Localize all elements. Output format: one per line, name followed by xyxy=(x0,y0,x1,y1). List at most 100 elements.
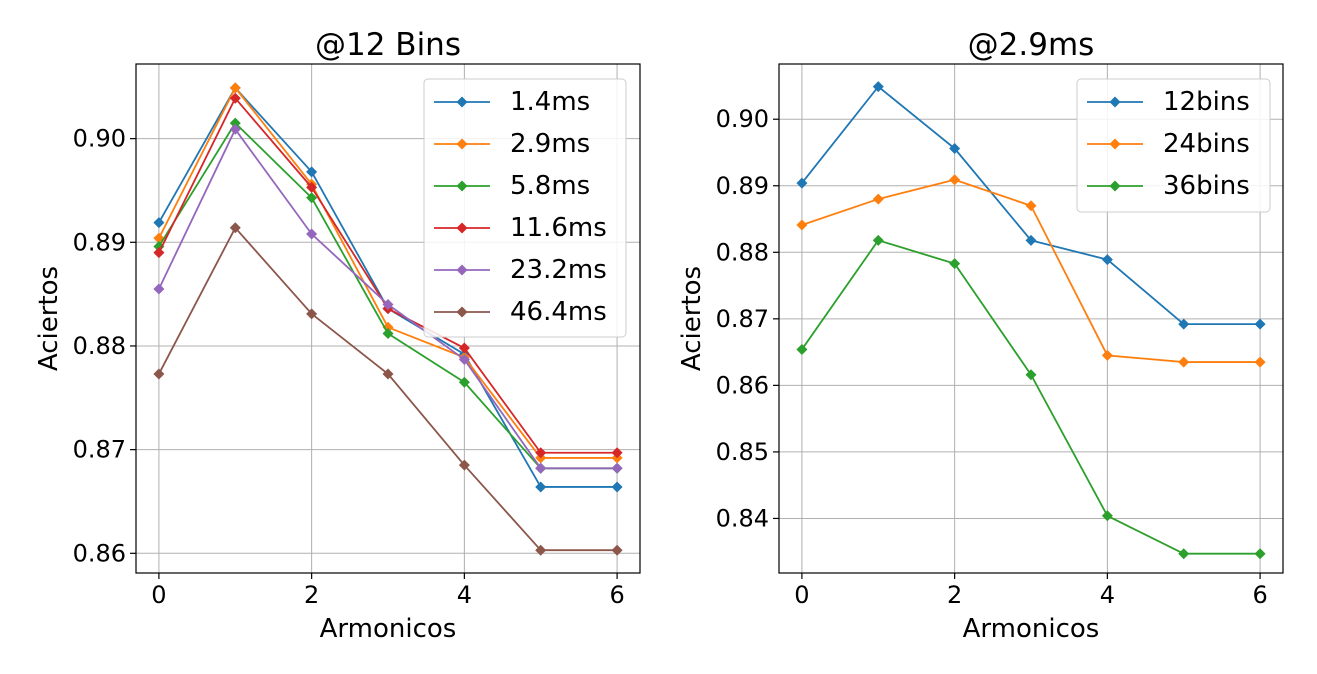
chart-title: @12 Bins xyxy=(315,27,461,63)
legend: 1.4ms 2.9ms 5.8ms 11.6ms 23.2ms 46.4ms xyxy=(423,78,627,338)
y-tick-label: 0.86 xyxy=(716,371,769,399)
legend-label: 5.8ms xyxy=(510,171,590,201)
data-point xyxy=(1254,548,1266,560)
series-12bins xyxy=(796,81,1266,330)
x-tick-label: 0 xyxy=(151,581,166,609)
data-point xyxy=(382,328,394,340)
y-axis-label: Aciertos xyxy=(677,266,707,371)
legend-item: 36bins xyxy=(1087,171,1250,201)
data-point xyxy=(611,544,623,556)
data-point xyxy=(1025,369,1037,381)
legend-box xyxy=(1076,78,1271,213)
series-46.4ms xyxy=(153,222,623,556)
legend-marker xyxy=(456,306,468,318)
data-point xyxy=(153,240,165,252)
y-tick-label: 0.90 xyxy=(73,125,126,153)
data-point xyxy=(949,143,961,155)
legend-label: 23.2ms xyxy=(510,255,607,285)
data-point xyxy=(535,481,547,493)
data-point xyxy=(1101,510,1113,522)
data-point xyxy=(611,481,623,493)
legend-item: 46.4ms xyxy=(434,297,607,327)
legend-label: 46.4ms xyxy=(510,297,607,327)
legend-marker xyxy=(456,138,468,150)
data-point xyxy=(458,459,470,471)
y-tick-label: 0.90 xyxy=(716,105,769,133)
data-point xyxy=(458,376,470,388)
data-point xyxy=(872,81,884,93)
x-axis-label: Armonicos xyxy=(320,614,457,644)
data-point xyxy=(1101,349,1113,361)
axis-ticks: 0 2 4 6 0.84 0.85 0.86 0.87 0.88 0.89 0.90 xyxy=(716,105,1268,609)
data-point xyxy=(306,308,318,320)
series-36bins xyxy=(796,234,1266,560)
data-point xyxy=(153,283,165,295)
data-point xyxy=(306,228,318,240)
data-point xyxy=(535,447,547,459)
data-point xyxy=(153,217,165,229)
data-point xyxy=(458,353,470,365)
series-24bins xyxy=(796,174,1266,368)
y-tick-label: 0.89 xyxy=(716,172,769,200)
y-tick-label: 0.88 xyxy=(73,332,126,360)
legend-label: 1.4ms xyxy=(510,87,590,117)
x-tick-label: 2 xyxy=(304,581,319,609)
legend-label: 24bins xyxy=(1163,129,1250,159)
legend-marker xyxy=(456,180,468,192)
legend-item: 1.4ms xyxy=(434,87,590,117)
data-point xyxy=(382,368,394,380)
data-point xyxy=(229,92,241,104)
data-point xyxy=(796,177,808,189)
x-tick-label: 6 xyxy=(609,581,624,609)
data-point xyxy=(535,462,547,474)
legend-item: 11.6ms xyxy=(434,213,607,243)
legend-item: 5.8ms xyxy=(434,171,590,201)
legend-marker xyxy=(1109,138,1121,150)
data-point xyxy=(382,299,394,311)
data-point xyxy=(306,181,318,193)
y-tick-label: 0.88 xyxy=(716,238,769,266)
data-point xyxy=(949,258,961,270)
data-point xyxy=(796,219,808,231)
legend-label: 2.9ms xyxy=(510,129,590,159)
data-point xyxy=(1178,356,1190,368)
y-tick-label: 0.89 xyxy=(73,228,126,256)
data-point xyxy=(872,193,884,205)
data-point xyxy=(229,123,241,135)
grid-lines xyxy=(779,64,1283,573)
chart-left: 0 2 4 6 0.86 0.87 0.88 0.89 0.90 @12 Bins Armoni… xyxy=(34,27,641,644)
series-23.2ms xyxy=(153,123,623,474)
data-point xyxy=(229,82,241,94)
data-point xyxy=(796,343,808,355)
legend-marker xyxy=(1109,96,1121,108)
data-point xyxy=(153,247,165,259)
legend-item: 24bins xyxy=(1087,129,1250,159)
x-tick-label: 2 xyxy=(947,581,962,609)
series-lines xyxy=(153,82,623,556)
data-point xyxy=(1025,234,1037,246)
legend-item: 12bins xyxy=(1087,87,1250,117)
x-tick-label: 6 xyxy=(1252,581,1267,609)
data-point xyxy=(535,544,547,556)
axis-ticks: 0 2 4 6 0.86 0.87 0.88 0.89 0.90 xyxy=(73,125,625,609)
legend: 12bins 24bins 36bins xyxy=(1076,78,1271,213)
legend-marker xyxy=(1109,180,1121,192)
chart-title: @2.9ms xyxy=(968,27,1095,63)
y-axis-label: Aciertos xyxy=(34,266,64,371)
data-point xyxy=(1101,254,1113,266)
legend-label: 12bins xyxy=(1163,87,1250,117)
y-tick-label: 0.87 xyxy=(716,305,769,333)
data-point xyxy=(153,368,165,380)
data-point xyxy=(611,462,623,474)
legend-marker xyxy=(456,222,468,234)
x-tick-label: 4 xyxy=(457,581,472,609)
data-point xyxy=(1254,356,1266,368)
data-point xyxy=(1254,318,1266,330)
y-tick-label: 0.86 xyxy=(73,539,126,567)
data-point xyxy=(306,192,318,204)
legend-item: 23.2ms xyxy=(434,255,607,285)
x-axis-label: Armonicos xyxy=(963,614,1100,644)
data-point xyxy=(1025,200,1037,212)
chart-right: 0 2 4 60.840.850.860.870.880.890.90 @2.9ms … xyxy=(677,27,1284,644)
